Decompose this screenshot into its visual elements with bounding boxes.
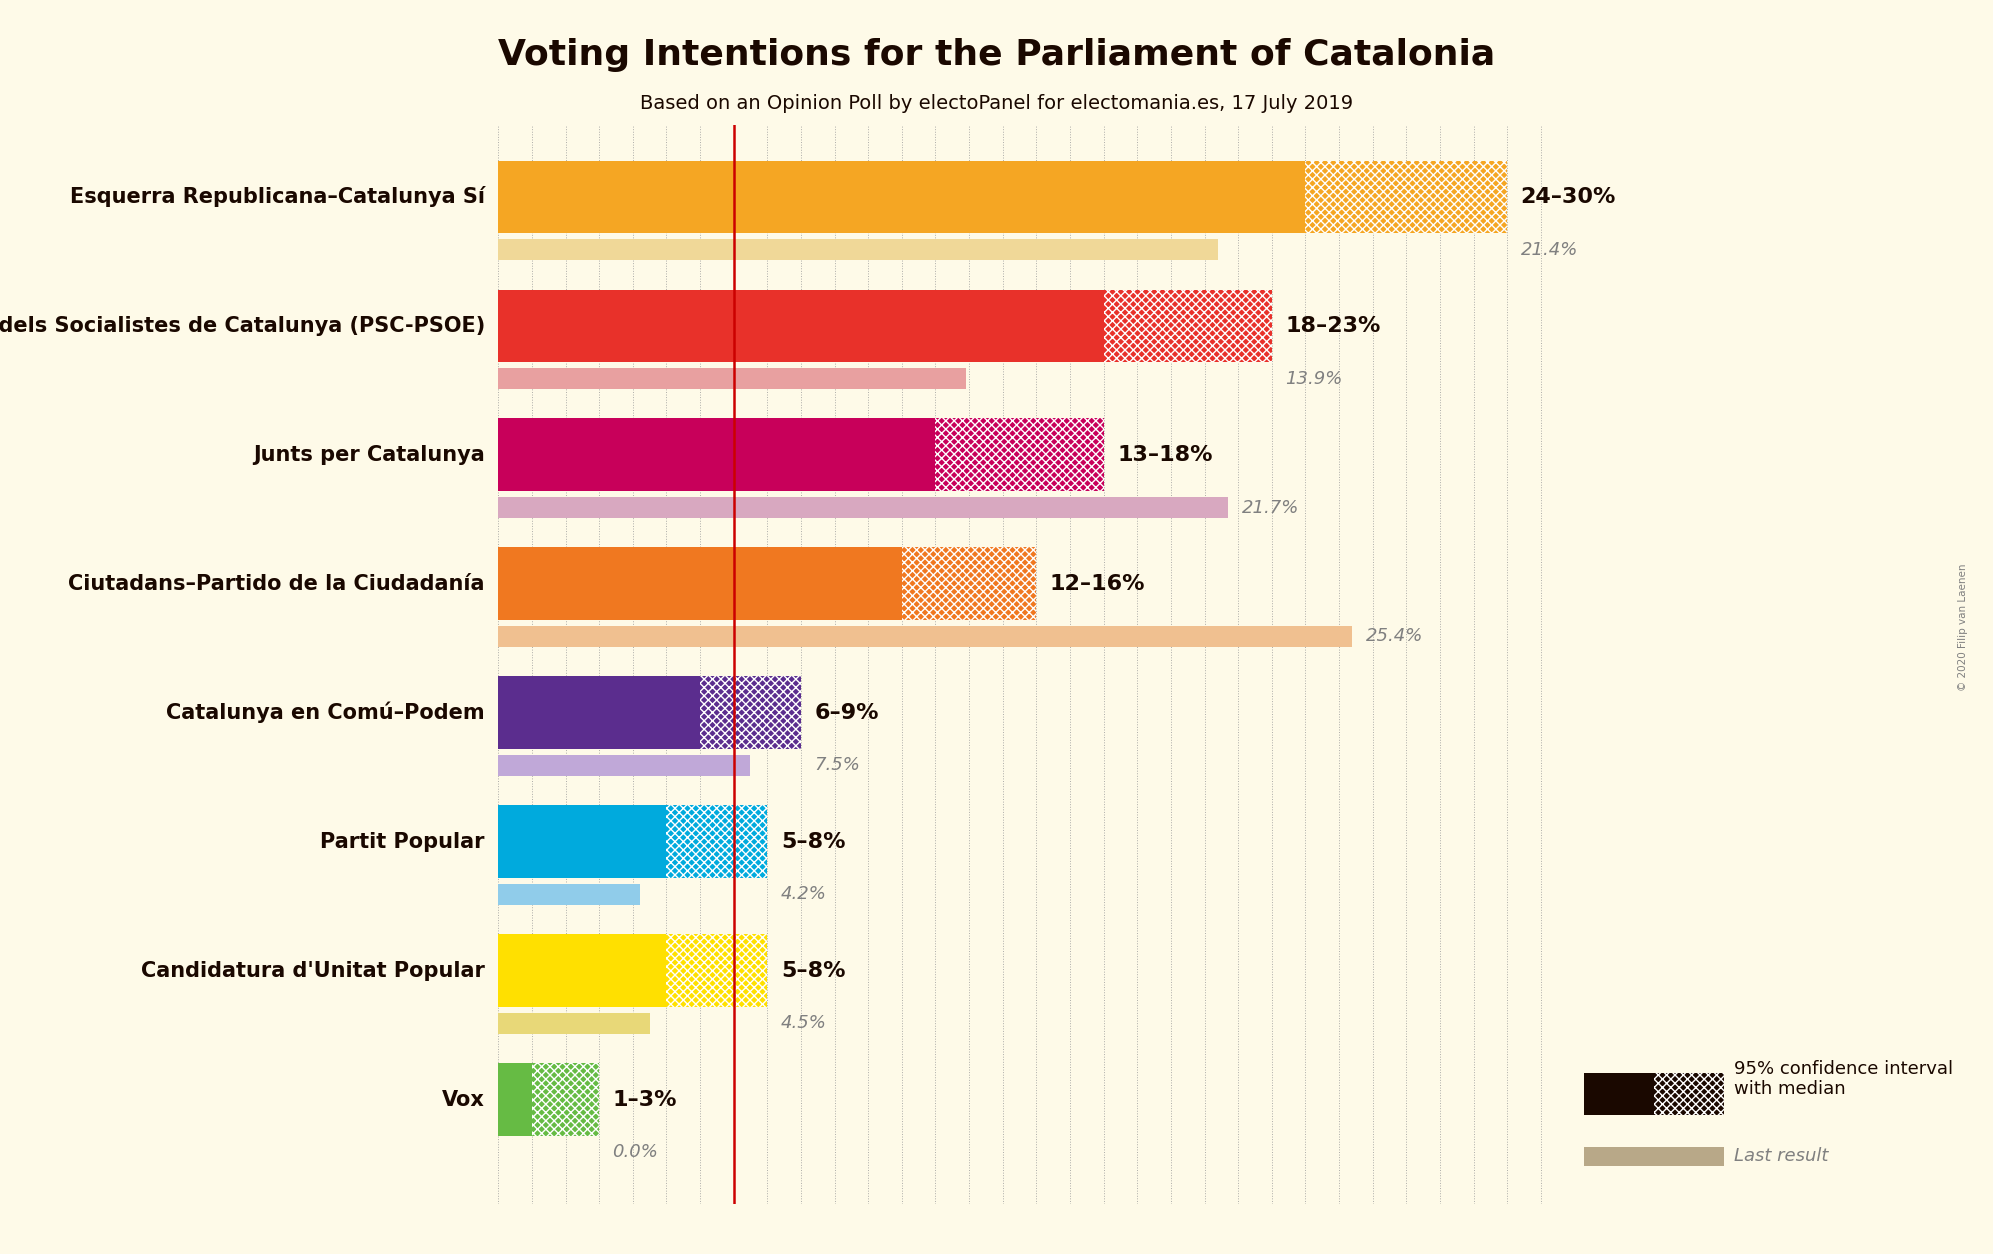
Text: 95% confidence interval
with median: 95% confidence interval with median [1734,1060,1953,1099]
Bar [666,934,767,1007]
Text: Junts per Catalunya: Junts per Catalunya [253,445,484,465]
Text: Catalunya en Comú–Podem: Catalunya en Comú–Podem [165,702,484,724]
Text: 4.5%: 4.5% [781,1014,827,1032]
Bar [498,161,1305,233]
Bar [498,884,640,905]
Bar [498,626,1353,647]
Text: Based on an Opinion Poll by electoPanel for electomania.es, 17 July 2019: Based on an Opinion Poll by electoPanel … [640,94,1353,113]
Text: 13.9%: 13.9% [1285,370,1343,387]
Text: 25.4%: 25.4% [1365,627,1423,646]
Bar [666,805,767,878]
Bar [498,548,901,619]
Text: Partit Popular: Partit Popular [321,831,484,851]
Bar [498,240,1218,260]
Bar [700,676,801,749]
Text: 6–9%: 6–9% [815,702,879,722]
Bar [1305,161,1507,233]
Text: Voting Intentions for the Parliament of Catalonia: Voting Intentions for the Parliament of … [498,38,1495,71]
Bar [498,805,666,878]
Bar [498,369,967,389]
Bar [498,497,1228,518]
Text: 5–8%: 5–8% [781,831,845,851]
Bar [498,755,751,776]
Text: Last result: Last result [1734,1147,1828,1165]
Text: 4.2%: 4.2% [781,885,827,903]
Text: 21.4%: 21.4% [1521,241,1578,258]
Text: Partit dels Socialistes de Catalunya (PSC-PSOE): Partit dels Socialistes de Catalunya (PS… [0,316,484,336]
Bar [935,419,1104,492]
Text: 7.5%: 7.5% [815,756,861,775]
Text: 12–16%: 12–16% [1050,574,1146,593]
Bar [1584,1073,1654,1115]
Bar [498,290,1104,362]
Text: 5–8%: 5–8% [781,961,845,981]
Bar [700,676,801,749]
Bar [498,1063,532,1136]
Text: © 2020 Filip van Laenen: © 2020 Filip van Laenen [1957,563,1969,691]
Bar [666,934,767,1007]
Bar [498,1013,650,1033]
Text: 1–3%: 1–3% [612,1090,678,1110]
Bar [1104,290,1272,362]
Text: 21.7%: 21.7% [1242,499,1299,517]
Bar [1104,290,1272,362]
Text: Esquerra Republicana–Catalunya Sí: Esquerra Republicana–Catalunya Sí [70,187,484,207]
Text: 0.0%: 0.0% [612,1144,658,1161]
Bar [666,805,767,878]
Bar [901,548,1036,619]
Text: Candidatura d'Unitat Popular: Candidatura d'Unitat Popular [142,961,484,981]
Bar [1584,1147,1724,1166]
Bar [1305,161,1507,233]
Bar [1654,1073,1724,1115]
Bar [935,419,1104,492]
Text: 24–30%: 24–30% [1521,187,1616,207]
Bar [498,676,700,749]
Text: Ciutadans–Partido de la Ciudadanía: Ciutadans–Partido de la Ciudadanía [68,574,484,593]
Bar [498,419,935,492]
Bar [532,1063,600,1136]
Text: 18–23%: 18–23% [1285,316,1381,336]
Bar [901,548,1036,619]
Text: Vox: Vox [442,1090,484,1110]
Bar [498,934,666,1007]
Text: 13–18%: 13–18% [1116,445,1212,465]
Bar [532,1063,600,1136]
